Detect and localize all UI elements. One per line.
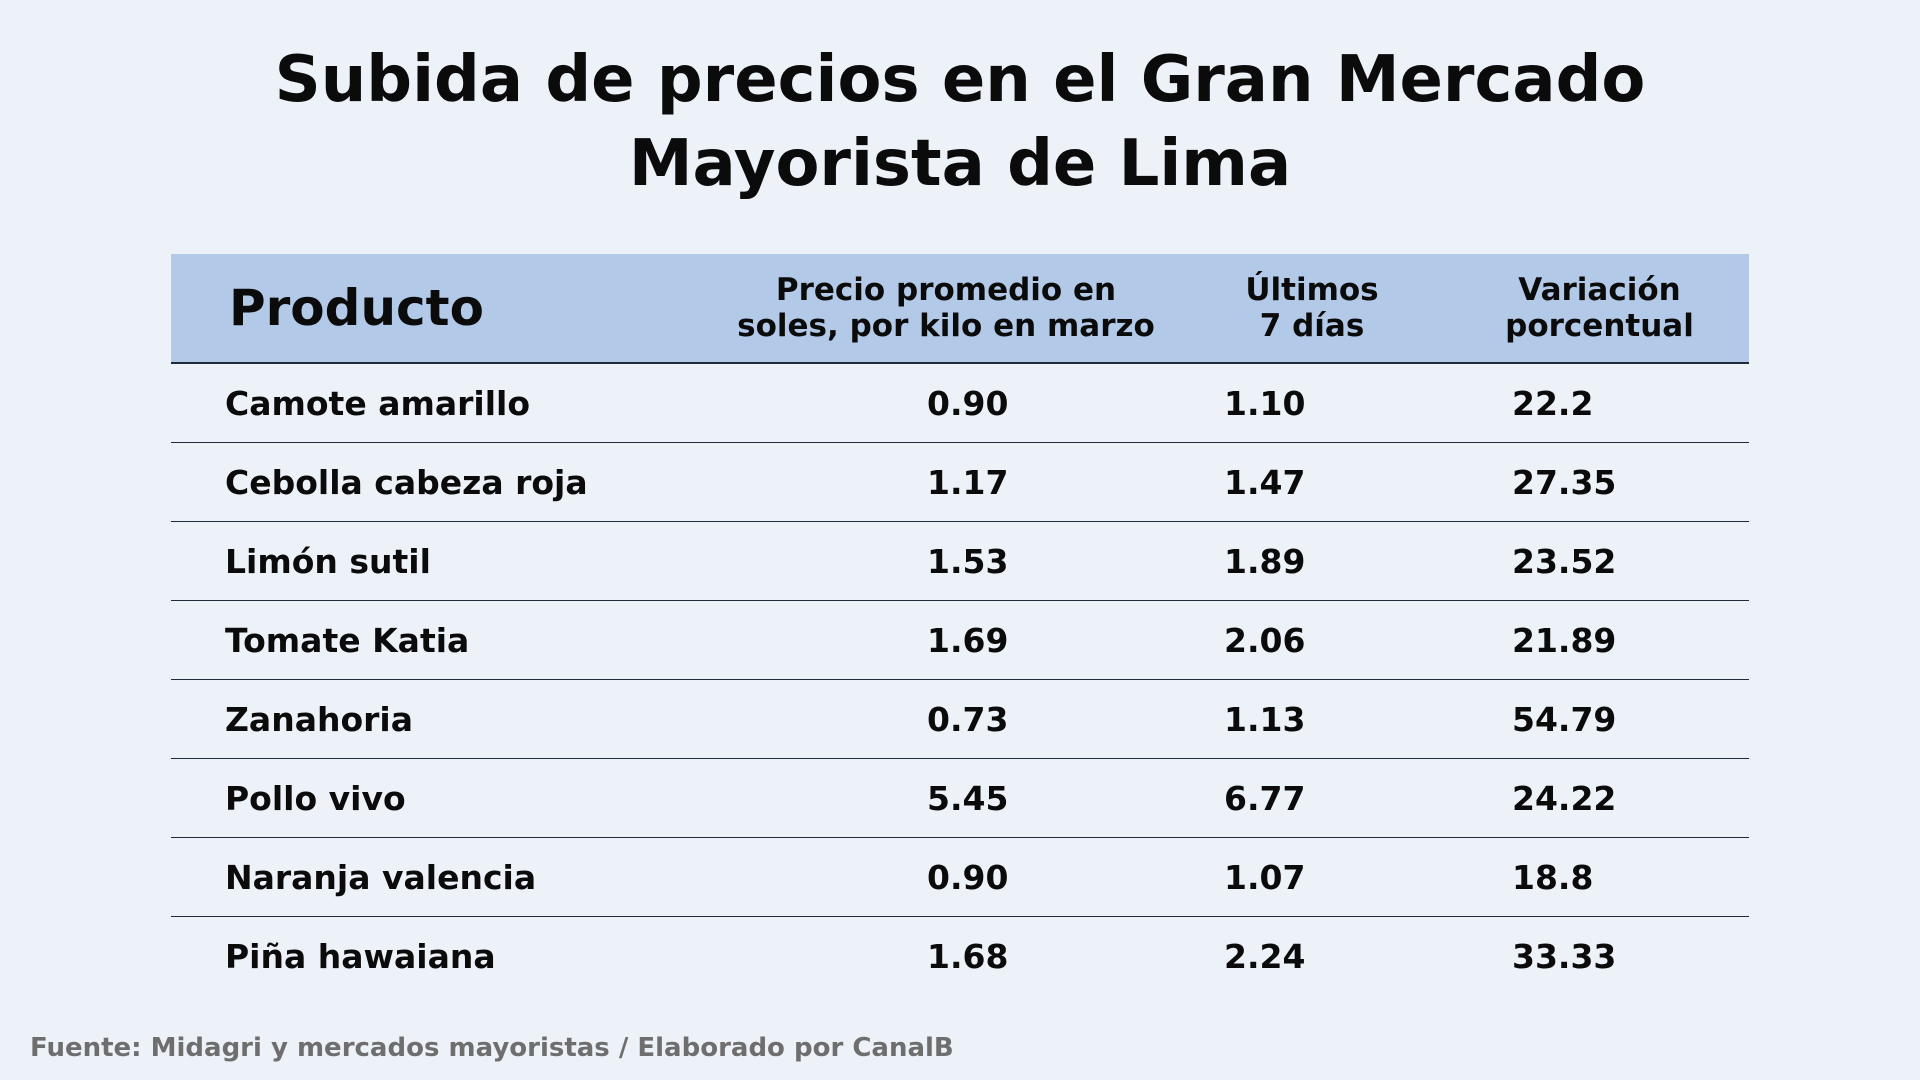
cell-ultimos-7-dias: 1.89 <box>1174 521 1450 601</box>
table-row: Cebolla cabeza roja 1.17 1.47 27.35 <box>171 442 1749 522</box>
header-ultimos-7-dias-line-1: Últimos <box>1245 272 1379 308</box>
cell-producto: Zanahoria <box>171 679 718 759</box>
header-variacion-line-1: Variación <box>1518 272 1681 308</box>
cell-precio-marzo: 5.45 <box>718 758 1174 838</box>
cell-producto: Camote amarillo <box>171 363 718 443</box>
header-precio-marzo: Precio promedio en soles, por kilo en ma… <box>718 254 1174 364</box>
table-row: Naranja valencia 0.90 1.07 18.8 <box>171 837 1749 917</box>
cell-precio-marzo: 1.53 <box>718 521 1174 601</box>
cell-variacion: 24.22 <box>1450 758 1749 838</box>
cell-ultimos-7-dias: 1.13 <box>1174 679 1450 759</box>
cell-producto: Naranja valencia <box>171 837 718 917</box>
table-row: Camote amarillo 0.90 1.10 22.2 <box>171 363 1749 443</box>
table-row: Pollo vivo 5.45 6.77 24.22 <box>171 758 1749 838</box>
price-table: Producto Precio promedio en soles, por k… <box>171 254 1749 995</box>
cell-ultimos-7-dias: 1.47 <box>1174 442 1450 522</box>
cell-producto: Tomate Katia <box>171 600 718 680</box>
cell-ultimos-7-dias: 1.10 <box>1174 363 1450 443</box>
cell-precio-marzo: 1.17 <box>718 442 1174 522</box>
cell-variacion: 33.33 <box>1512 936 1617 976</box>
cell-precio-marzo: 0.90 <box>718 363 1174 443</box>
header-producto: Producto <box>171 254 718 364</box>
header-precio-marzo-line-2: soles, por kilo en marzo <box>737 308 1155 344</box>
cell-precio-marzo: 0.73 <box>718 679 1174 759</box>
header-precio-marzo-line-1: Precio promedio en <box>775 272 1117 308</box>
header-ultimos-7-dias: Últimos 7 días <box>1174 254 1450 364</box>
header-variacion: Variación porcentual <box>1450 254 1749 364</box>
cell-producto: Pollo vivo <box>171 758 718 838</box>
table-row: Piña hawaiana 1.68 2.24 33.33 <box>171 917 1749 996</box>
cell-variacion: 54.79 <box>1450 679 1749 759</box>
header-variacion-line-2: porcentual <box>1505 308 1694 344</box>
cell-precio-marzo: 1.69 <box>718 600 1174 680</box>
cell-producto: Piña hawaiana <box>225 936 496 976</box>
cell-variacion: 18.8 <box>1450 837 1749 917</box>
cell-variacion: 21.89 <box>1450 600 1749 680</box>
chart-title: Subida de precios en el Gran Mercado May… <box>0 38 1920 206</box>
cell-variacion: 22.2 <box>1450 363 1749 443</box>
table-row: Tomate Katia 1.69 2.06 21.89 <box>171 600 1749 680</box>
table-body: Camote amarillo 0.90 1.10 22.2 Cebolla c… <box>171 363 1749 995</box>
cell-producto: Limón sutil <box>171 521 718 601</box>
cell-variacion: 27.35 <box>1450 442 1749 522</box>
cell-precio-marzo: 1.68 <box>927 936 1009 976</box>
cell-ultimos-7-dias: 2.24 <box>1224 936 1306 976</box>
table-header-row: Producto Precio promedio en soles, por k… <box>171 254 1749 364</box>
source-note: Fuente: Midagri y mercados mayoristas / … <box>30 1033 954 1063</box>
table-header: Producto Precio promedio en soles, por k… <box>171 254 1749 364</box>
cell-ultimos-7-dias: 1.07 <box>1174 837 1450 917</box>
cell-precio-marzo: 0.90 <box>718 837 1174 917</box>
cell-ultimos-7-dias: 2.06 <box>1174 600 1450 680</box>
cell-producto: Cebolla cabeza roja <box>171 442 718 522</box>
header-ultimos-7-dias-line-2: 7 días <box>1259 308 1365 344</box>
chart-title-line-1: Subida de precios en el Gran Mercado <box>274 43 1646 117</box>
table-row: Zanahoria 0.73 1.13 54.79 <box>171 679 1749 759</box>
price-table-container: Producto Precio promedio en soles, por k… <box>171 254 1749 995</box>
chart-title-line-2: Mayorista de Lima <box>628 127 1292 201</box>
cell-variacion: 23.52 <box>1450 521 1749 601</box>
cell-ultimos-7-dias: 6.77 <box>1174 758 1450 838</box>
table-row: Limón sutil 1.53 1.89 23.52 <box>171 521 1749 601</box>
header-producto-label: Producto <box>229 279 484 337</box>
